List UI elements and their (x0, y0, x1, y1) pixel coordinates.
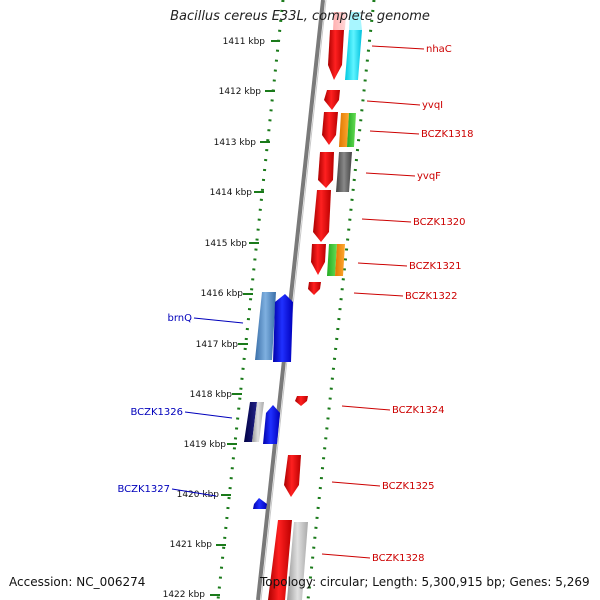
gene-arrow-BCZK1322[interactable] (308, 282, 321, 295)
gene-label[interactable]: yvqF (417, 171, 441, 182)
gene-arrow-yvqF-gray[interactable] (336, 152, 352, 192)
gene-label[interactable]: brnQ (168, 313, 193, 324)
scale-label: 1417 kbp (196, 340, 239, 350)
scale-label: 1421 kbp (170, 540, 213, 550)
outer-tick-ring (306, 0, 376, 600)
accession-text: Accession: NC_006274 (9, 575, 146, 589)
gene-arrow-BCZK1326-navy[interactable] (244, 402, 257, 442)
gene-arrow-BCZK1324[interactable] (295, 396, 308, 406)
scale-label: 1418 kbp (190, 390, 233, 400)
backbone-shadow (260, 0, 327, 600)
gene-arrow-nhaC[interactable] (328, 30, 344, 80)
scale-label: 1415 kbp (205, 239, 248, 249)
gene-label[interactable]: BCZK1325 (382, 481, 435, 492)
gene-arrow-BCZK1321-green[interactable] (327, 244, 337, 276)
gene-arrow-BCZK1321[interactable] (311, 244, 326, 275)
scale-labels: 1411 kbp 1412 kbp 1413 kbp 1414 kbp 1415… (163, 37, 266, 600)
scale-label: 1420 kbp (177, 490, 220, 500)
scale-label: 1413 kbp (214, 138, 257, 148)
gene-arrow-yvqI[interactable] (324, 90, 340, 110)
gene-label[interactable]: BCZK1324 (392, 405, 445, 416)
scale-label: 1416 kbp (201, 289, 244, 299)
gene-arrow-BCZK1328-gray[interactable] (287, 522, 308, 600)
label-leaders (171, 45, 425, 559)
gene-arrow-BCZK1327[interactable] (253, 498, 267, 509)
gene-label[interactable]: BCZK1321 (409, 261, 462, 272)
gene-arrow-nhaC-ortholog[interactable] (345, 30, 362, 80)
gene-label[interactable]: BCZK1318 (421, 129, 474, 140)
gene-arrow-BCZK1328[interactable] (268, 520, 292, 600)
scale-label: 1411 kbp (223, 37, 266, 47)
gene-label[interactable]: yvqI (422, 100, 443, 111)
gene-label[interactable]: BCZK1326 (130, 407, 183, 418)
gene-arrow-BCZK1321-orange[interactable] (335, 244, 345, 276)
gene-arrow-BCZK1320[interactable] (313, 190, 331, 242)
gene-arrow-BCZK1326-gray[interactable] (252, 402, 264, 442)
scale-label: 1412 kbp (219, 87, 262, 97)
gene-arrow-BCZK1318[interactable] (322, 112, 338, 145)
gene-arrow-nhaC-ortholog-top[interactable] (349, 12, 362, 30)
gene-label[interactable]: BCZK1328 (372, 553, 425, 564)
gene-arrow-BCZK1318-orange[interactable] (339, 113, 349, 147)
gene-label[interactable]: nhaC (426, 44, 452, 55)
gene-arrow-BCZK1318-green[interactable] (347, 113, 356, 147)
inner-tick-ring (216, 0, 285, 600)
reverse-genes (244, 292, 293, 509)
forward-genes (268, 12, 362, 600)
gene-arrow-BCZK1326[interactable] (263, 405, 280, 444)
gene-labels: nhaC yvqI BCZK1318 yvqF BCZK1320 BCZK132… (117, 44, 473, 564)
gene-arrow-brnQ-steel[interactable] (255, 292, 276, 360)
gene-label[interactable]: BCZK1327 (117, 484, 170, 495)
gene-arrow-BCZK1325[interactable] (284, 455, 301, 497)
scale-ticks (210, 40, 280, 596)
gene-arrow-nhaC-pink[interactable] (333, 12, 346, 30)
gene-label[interactable]: BCZK1320 (413, 217, 466, 228)
gene-arrow-brnQ[interactable] (273, 294, 293, 362)
map-title: Bacillus cereus E33L, complete genome (170, 9, 430, 24)
scale-label: 1422 kbp (163, 590, 206, 600)
gene-arrow-yvqF[interactable] (318, 152, 334, 188)
genome-summary-text: Topology: circular; Length: 5,300,915 bp… (260, 575, 590, 589)
gene-label[interactable]: BCZK1322 (405, 291, 458, 302)
scale-label: 1419 kbp (184, 440, 227, 450)
scale-label: 1414 kbp (210, 188, 253, 198)
